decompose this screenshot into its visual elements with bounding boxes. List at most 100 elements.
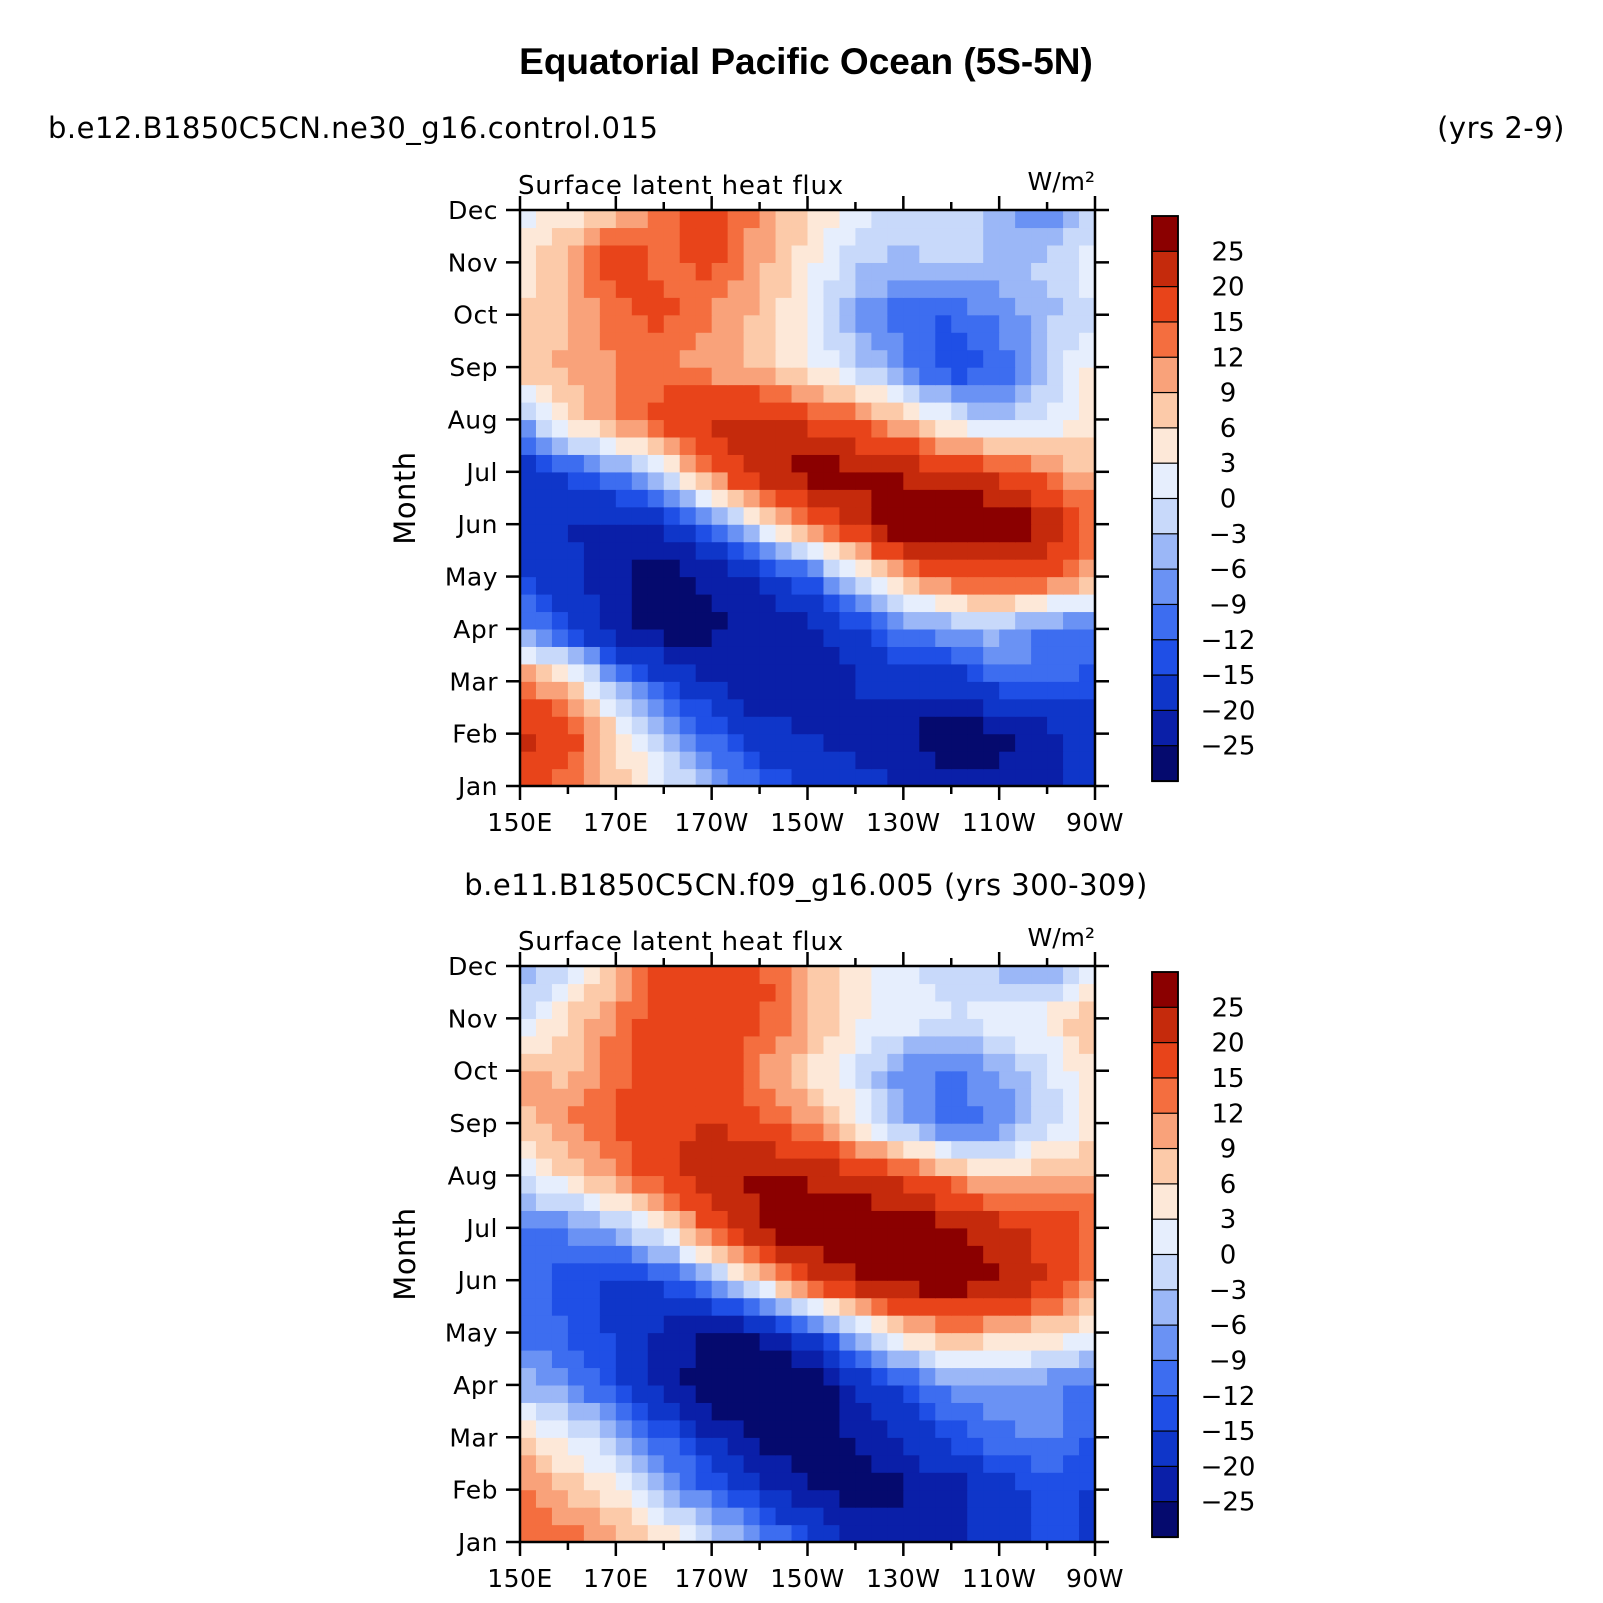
heatmap-cell (1031, 1140, 1048, 1159)
heatmap-cell (775, 210, 793, 229)
heatmap-cell (647, 506, 665, 525)
heatmap-cell (983, 1402, 1000, 1421)
heatmap-cell (599, 506, 617, 525)
heatmap-cell (647, 1140, 665, 1159)
heatmap-cell (951, 1175, 968, 1194)
heatmap-cell (1015, 1018, 1032, 1037)
heatmap-cell (807, 1018, 825, 1037)
heatmap-cell (631, 576, 649, 595)
heatmap-cell (647, 314, 665, 333)
heatmap-cell (520, 1000, 537, 1019)
heatmap-cell (520, 1070, 537, 1089)
heatmap-cell (1047, 262, 1064, 281)
heatmap-cell (679, 314, 697, 333)
heatmap-cell (999, 1437, 1016, 1456)
heatmap-cell (951, 1507, 968, 1526)
heatmap-cell (999, 594, 1016, 613)
heatmap-cell (871, 1210, 888, 1229)
heatmap-cell (871, 367, 888, 386)
heatmap-cell (999, 576, 1016, 595)
heatmap-cell (695, 1367, 713, 1386)
heatmap-cell (967, 1280, 984, 1299)
heatmap-cell (551, 489, 569, 508)
heatmap-cell (951, 1350, 968, 1369)
heatmap-cell (599, 628, 617, 647)
heatmap-cell (743, 489, 761, 508)
heatmap-cell (535, 402, 553, 421)
heatmap-cell (807, 489, 825, 508)
heatmap-cell (631, 1472, 649, 1491)
heatmap-cell (951, 628, 968, 647)
heatmap-cell (663, 1367, 681, 1386)
heatmap-cell (599, 1158, 617, 1177)
heatmap-cell (743, 1402, 761, 1421)
heatmap-cell (711, 1419, 729, 1438)
heatmap-cell (951, 1280, 968, 1299)
heatmap-cell (775, 279, 793, 298)
heatmap-cell (599, 1524, 617, 1543)
heatmap-cell (583, 332, 601, 351)
heatmap-cell (967, 1489, 984, 1508)
heatmap-cell (823, 1315, 841, 1334)
heatmap-cell (807, 1454, 825, 1473)
heatmap-cell (759, 576, 777, 595)
heatmap-cell (551, 541, 569, 560)
heatmap-cell (631, 628, 649, 647)
heatmap-cell (775, 384, 793, 403)
heatmap-cell (711, 1245, 729, 1264)
heatmap-cell (823, 1437, 841, 1456)
heatmap-cell (1079, 349, 1096, 368)
heatmap-cell (1047, 314, 1064, 333)
heatmap-cell (1015, 1489, 1032, 1508)
heatmap-cell (903, 1088, 920, 1107)
heatmap-cell (663, 966, 681, 985)
heatmap-cell (951, 524, 968, 543)
heatmap-cell (647, 436, 665, 455)
heatmap-cell (807, 1384, 825, 1403)
heatmap-cell (903, 524, 920, 543)
heatmap-cell (967, 1105, 984, 1124)
heatmap-cell (887, 262, 904, 281)
heatmap-cell (727, 1419, 745, 1438)
heatmap-cell (711, 524, 729, 543)
heatmap-cell (983, 1035, 1000, 1054)
heatmap-cell (647, 1350, 665, 1369)
heatmap-cell (759, 1454, 777, 1473)
x-tick-label: 110W (962, 808, 1036, 837)
heatmap-cell (935, 1175, 952, 1194)
heatmap-cell (647, 698, 665, 717)
heatmap-cell (647, 1035, 665, 1054)
heatmap-cell (647, 1332, 665, 1351)
heatmap-cell (903, 332, 920, 351)
heatmap-cell (983, 297, 1000, 316)
heatmap-cell (871, 1245, 888, 1264)
heatmap-cell (919, 1454, 936, 1473)
heatmap-cell (807, 733, 825, 752)
heatmap-cell (855, 1158, 872, 1177)
heatmap-cell (1063, 1437, 1080, 1456)
heatmap-cell (1015, 1419, 1032, 1438)
heatmap-cell (791, 436, 809, 455)
heatmap-cell (1015, 1158, 1032, 1177)
colorbar-label: 0 (1220, 1241, 1237, 1271)
heatmap-cell (631, 1384, 649, 1403)
heatmap-cell (567, 559, 585, 578)
heatmap-cell (855, 1088, 872, 1107)
heatmap-cell (567, 751, 585, 770)
heatmap-cell (1031, 1472, 1048, 1491)
heatmap-cell (903, 1245, 920, 1264)
heatmap-cell (679, 489, 697, 508)
heatmap-cell (599, 297, 617, 316)
heatmap-cell (695, 1245, 713, 1264)
heatmap-cell (711, 1332, 729, 1351)
heatmap-cell (823, 698, 841, 717)
heatmap-cell (791, 1070, 809, 1089)
heatmap-cell (727, 1175, 745, 1194)
heatmap-cell (631, 1158, 649, 1177)
heatmap-cell (567, 419, 585, 438)
heatmap-cell (887, 1384, 904, 1403)
heatmap-cell (919, 1315, 936, 1334)
heatmap-cell (647, 1419, 665, 1438)
heatmap-cell (791, 768, 809, 787)
heatmap-cell (520, 733, 537, 752)
